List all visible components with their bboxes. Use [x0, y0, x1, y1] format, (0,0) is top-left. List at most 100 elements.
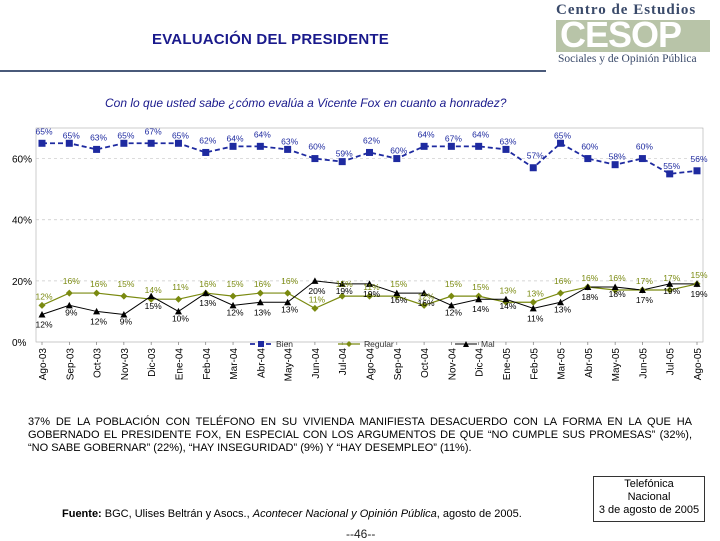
mal-point — [65, 301, 73, 309]
bien-data-label: 63% — [281, 136, 298, 146]
bien-point — [284, 145, 292, 153]
mal-data-label: 19% — [363, 289, 380, 299]
x-tick-label: Nov-03 — [120, 348, 131, 381]
bien-point — [557, 139, 565, 147]
mal-point — [611, 283, 619, 290]
mal-point — [475, 295, 483, 303]
mal-point — [202, 289, 210, 297]
mal-point — [338, 280, 346, 287]
x-tick-label: Nov-04 — [447, 348, 458, 381]
survey-info-line2: Nacional — [627, 491, 671, 503]
survey-info-line3: 3 de agosto de 2005 — [598, 504, 700, 516]
regular-point — [529, 298, 537, 306]
x-tick-label: Ago-03 — [38, 348, 49, 381]
mal-data-label: 12% — [35, 319, 52, 329]
regular-data-label: 13% — [499, 285, 516, 295]
logo-top-text: Centro de Estudios — [556, 2, 697, 18]
bien-data-label: 65% — [117, 130, 134, 140]
mal-point — [557, 298, 565, 306]
regular-data-label: 15% — [336, 279, 353, 289]
source-text-a: BGC, Ulises Beltrán y Asocs., — [101, 508, 253, 520]
y-tick-label: 20% — [12, 277, 32, 288]
regular-data-label: 16% — [199, 279, 216, 289]
x-tick-label: Oct-03 — [93, 348, 104, 378]
regular-point — [38, 301, 46, 309]
plot-area — [35, 127, 704, 343]
bien-point — [311, 155, 319, 163]
mal-point — [174, 307, 182, 315]
mal-point — [311, 277, 319, 284]
legend-bien-label: Bien — [276, 339, 293, 349]
bien-data-label: 64% — [227, 133, 244, 143]
regular-point — [366, 292, 373, 300]
mal-point — [393, 289, 401, 297]
chart-grid — [35, 127, 704, 343]
x-tick-label: Mar-04 — [229, 348, 240, 380]
legend-mal-marker — [463, 341, 469, 347]
mal-data-label: 13% — [281, 304, 298, 314]
logo-block — [556, 20, 710, 52]
mal-point — [366, 280, 373, 287]
x-tick-label: Ago-05 — [693, 348, 704, 381]
bien-data-label: 62% — [199, 135, 216, 145]
x-tick-label: Mar-05 — [557, 348, 568, 380]
x-tick-label: Abr-04 — [256, 348, 267, 378]
mal-data-label: 14% — [499, 301, 516, 311]
mal-data-label: 13% — [554, 304, 571, 314]
survey-info-line1: Telefónica — [624, 478, 674, 490]
bien-point — [202, 148, 210, 156]
regular-data-label: 12% — [35, 291, 52, 301]
mal-point — [420, 289, 428, 297]
bien-data-label: 60% — [636, 142, 653, 152]
bien-data-label: 65% — [172, 130, 189, 140]
mal-data-label: 11% — [527, 313, 544, 323]
bien-point — [638, 155, 646, 163]
mal-data-label: 12% — [227, 307, 244, 317]
regular-data-label: 15% — [690, 270, 707, 280]
bien-point — [93, 145, 101, 153]
regular-data-label: 11% — [172, 282, 189, 292]
logo-big-text: CESOP — [560, 14, 682, 55]
mal-point — [284, 298, 292, 306]
y-axis-ticks: 0% 20% 40% 60% — [12, 155, 32, 349]
regular-point — [229, 292, 237, 300]
mal-data-label: 10% — [172, 313, 189, 323]
x-tick-label: Jun-04 — [311, 348, 322, 379]
regular-data-label: 16% — [554, 276, 571, 286]
cesop-logo: Centro de Estudios CESOP Sociales y de O… — [548, 0, 720, 70]
regular-data-label: 16% — [581, 273, 598, 283]
mal-point — [666, 280, 674, 287]
x-tick-label: Ago-04 — [366, 348, 377, 381]
mal-data-label: 17% — [636, 295, 653, 305]
mal-data-label: 9% — [65, 307, 78, 317]
mal-data-label: 19% — [663, 286, 680, 296]
mal-point — [447, 301, 455, 309]
regular-point — [666, 286, 674, 294]
mal-data-label: 14% — [472, 304, 489, 314]
bien-point — [393, 155, 401, 163]
mal-point — [38, 310, 46, 318]
bien-data-label: 67% — [145, 126, 162, 136]
source-note: Fuente: BGC, Ulises Beltrán y Asocs., Ac… — [62, 508, 522, 520]
regular-point — [256, 289, 264, 297]
bien-data-label: 64% — [254, 129, 271, 139]
chart-question: Con lo que usted sabe ¿cómo evalúa a Vic… — [105, 96, 507, 110]
regular-data-label: 11% — [363, 282, 380, 292]
bien-point — [366, 148, 373, 156]
legend-regular-label: Regular — [364, 339, 394, 349]
bien-data-label: 64% — [418, 129, 435, 139]
bien-point — [65, 139, 73, 147]
mal-data-label: 18% — [581, 292, 598, 302]
source-label: Fuente: — [62, 508, 102, 520]
legend-bien-marker — [258, 341, 264, 347]
regular-data-label: 15% — [472, 282, 489, 292]
bien-data-label: 67% — [445, 133, 462, 143]
x-tick-label: Feb-04 — [202, 348, 213, 380]
bien-point — [120, 139, 128, 147]
bien-point — [174, 139, 182, 147]
regular-point — [338, 292, 346, 300]
bien-data-label: 59% — [336, 149, 353, 159]
mal-point — [120, 310, 128, 318]
bien-point — [529, 164, 537, 172]
source-text-b: , agosto de 2005. — [436, 508, 522, 520]
